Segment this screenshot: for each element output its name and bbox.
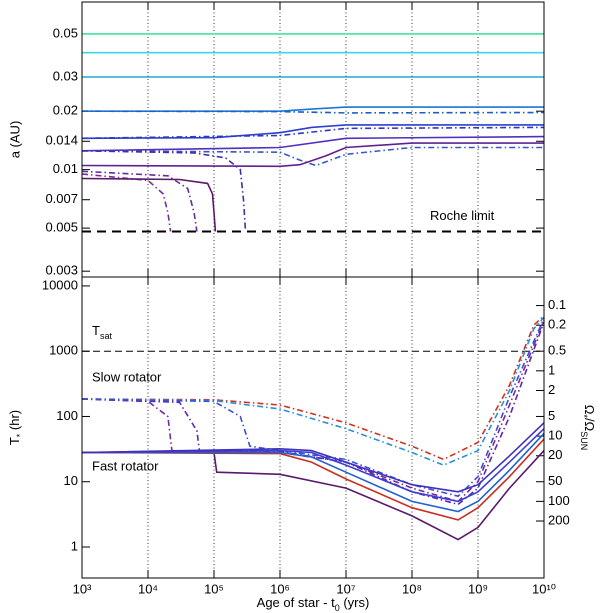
y2-axis-label: Ω*/ΩSUN <box>579 405 597 451</box>
series-line <box>81 170 198 232</box>
label-part: 0 <box>335 603 340 613</box>
y-tick-label: 1 <box>71 538 78 553</box>
y2-tick-label: 0.1 <box>548 297 566 312</box>
y2-tick-label: 2 <box>548 382 555 397</box>
x-tick-label: 10⁶ <box>270 581 290 596</box>
y2-tick-label: 5 <box>548 408 555 423</box>
y2-tick-label: 50 <box>548 473 562 488</box>
series-line <box>81 135 545 152</box>
label-part: SUN <box>579 431 589 450</box>
y-axis-label: T* (hr) <box>7 410 25 445</box>
series-line <box>81 315 545 461</box>
label-part: Age of star - t <box>257 595 335 610</box>
label-part: /Ω <box>582 418 597 432</box>
series-line <box>82 432 545 513</box>
y-tick-label: 0.03 <box>53 68 78 83</box>
y-tick-label: 0.02 <box>53 103 78 118</box>
y2-tick-label: 1 <box>548 362 555 377</box>
x-tick-label: 10¹⁰ <box>532 581 556 596</box>
label-part: (yrs) <box>340 595 370 610</box>
x-tick-label: 10³ <box>73 581 92 596</box>
series-line <box>81 422 545 493</box>
label-part: sat <box>100 332 113 342</box>
y2-tick-label: 20 <box>548 447 562 462</box>
label-part: Ω <box>582 405 597 415</box>
y2-tick-label: 10 <box>548 428 562 443</box>
y-tick-label: 0.003 <box>45 263 78 278</box>
y2-tick-label: 100 <box>548 493 570 508</box>
label-part: * <box>579 414 589 418</box>
y-axis-label: a (AU) <box>7 121 22 159</box>
series-line <box>81 428 545 503</box>
y-tick-label: 0.014 <box>45 133 78 148</box>
x-tick-label: 10⁸ <box>402 581 422 596</box>
x-axis-label: Age of star - t0 (yrs) <box>257 595 370 613</box>
series-line <box>81 142 544 168</box>
label-part: T <box>92 324 100 339</box>
y2-tick-label: 0.2 <box>548 317 566 332</box>
series-line <box>81 317 545 498</box>
annotation: Slow rotator <box>92 369 162 384</box>
x-tick-label: 10⁷ <box>336 581 355 596</box>
series-line <box>81 110 545 114</box>
y-tick-label: 10 <box>64 473 78 488</box>
plot-frame <box>81 276 545 579</box>
series-line <box>81 319 545 503</box>
series-line <box>81 150 247 232</box>
label-part: * <box>15 433 25 437</box>
label-part: (hr) <box>7 410 22 434</box>
y-tick-label: 1000 <box>49 343 78 358</box>
y-tick-label: 0.005 <box>45 220 78 235</box>
reference-label: Tsat <box>92 324 112 342</box>
plot-frame <box>81 1 545 278</box>
y-tick-label: 0.007 <box>45 191 78 206</box>
y-tick-label: 0.05 <box>53 25 78 40</box>
series-line <box>81 124 544 140</box>
series-line <box>82 450 545 541</box>
series-line <box>81 126 545 140</box>
y2-tick-label: 200 <box>548 512 570 527</box>
x-tick-label: 10⁵ <box>204 581 224 596</box>
annotation: Fast rotator <box>92 458 159 473</box>
x-tick-label: 10⁴ <box>138 581 158 596</box>
series-line <box>81 438 545 521</box>
x-tick-label: 10⁹ <box>468 581 488 596</box>
y-tick-label: 100 <box>56 408 78 423</box>
y-tick-label: 0.01 <box>53 161 78 176</box>
series-line <box>81 316 545 466</box>
y-tick-label: 10000 <box>42 277 78 292</box>
series-line <box>81 173 172 232</box>
series-line <box>81 146 544 167</box>
y2-tick-label: 0.5 <box>548 343 566 358</box>
reference-label: Roche limit <box>430 208 495 223</box>
label-part: T <box>7 437 22 445</box>
series-line <box>81 177 217 232</box>
